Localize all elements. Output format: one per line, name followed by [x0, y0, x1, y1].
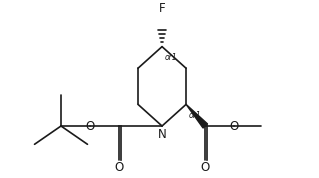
- Polygon shape: [186, 104, 208, 128]
- Text: O: O: [230, 119, 239, 132]
- Text: O: O: [85, 119, 94, 132]
- Text: N: N: [158, 128, 167, 141]
- Text: F: F: [159, 2, 165, 15]
- Text: O: O: [201, 161, 210, 174]
- Text: or1: or1: [189, 111, 202, 120]
- Text: or1: or1: [165, 53, 178, 62]
- Text: O: O: [114, 161, 123, 174]
